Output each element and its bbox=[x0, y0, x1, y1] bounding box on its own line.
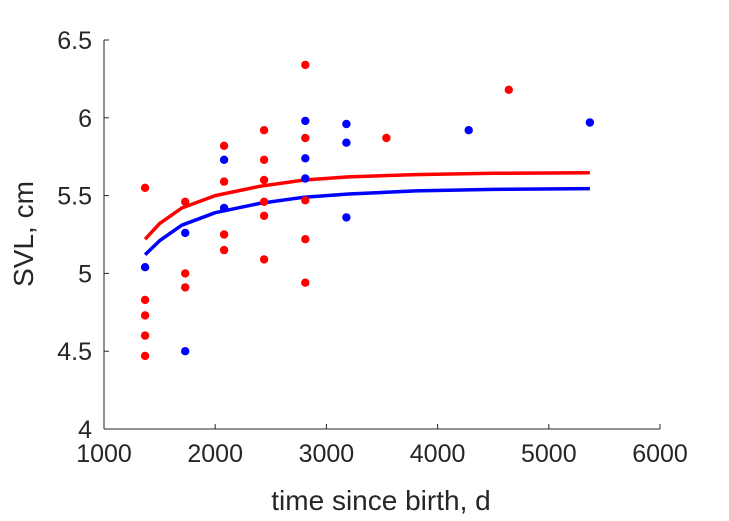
data-point-red bbox=[259, 255, 269, 264]
data-point-red bbox=[301, 196, 310, 205]
x-axis-label: time since birth, d bbox=[271, 485, 490, 516]
data-point-red bbox=[259, 155, 269, 164]
data-point-red bbox=[140, 311, 150, 320]
y-tick-label: 6.5 bbox=[57, 27, 92, 55]
x-tick-label: 3000 bbox=[299, 440, 355, 468]
x-tick-label: 5000 bbox=[521, 440, 577, 468]
y-tick-label: 4 bbox=[78, 416, 92, 444]
fit-curve-blue bbox=[143, 186, 590, 256]
data-point-red bbox=[219, 245, 229, 255]
data-point-red bbox=[219, 177, 229, 186]
data-point-red bbox=[259, 211, 269, 220]
data-point-red bbox=[140, 331, 150, 340]
data-point-blue bbox=[301, 174, 310, 183]
data-point-red bbox=[140, 295, 150, 305]
y-tick-label: 4.5 bbox=[57, 338, 92, 366]
data-point-red bbox=[259, 126, 269, 135]
data-point-red bbox=[259, 175, 269, 185]
data-point-red bbox=[140, 351, 150, 361]
data-point-red bbox=[181, 269, 190, 278]
data-point-red bbox=[259, 197, 269, 206]
data-point-red bbox=[301, 278, 310, 287]
data-point-blue bbox=[301, 116, 310, 126]
y-axis-label: SVL, cm bbox=[8, 181, 39, 287]
data-point-red bbox=[301, 133, 310, 143]
data-point-blue bbox=[181, 228, 190, 238]
data-point-blue bbox=[140, 263, 150, 272]
fit-curve-red bbox=[143, 170, 590, 241]
data-point-blue bbox=[219, 155, 229, 164]
x-tick-label: 1000 bbox=[76, 440, 132, 468]
fit-curves bbox=[143, 170, 590, 256]
x-tick-label: 6000 bbox=[632, 440, 688, 468]
data-point-red bbox=[181, 197, 190, 206]
axes: 1000 2000 3000 4000 5000 6000 4 4.5 5 5.5 6 6.5 bbox=[57, 27, 688, 468]
data-point-red bbox=[219, 230, 229, 239]
data-point-red bbox=[301, 60, 310, 70]
data-point-red bbox=[219, 141, 229, 150]
data-point-blue bbox=[585, 118, 595, 127]
data-point-blue bbox=[219, 203, 229, 213]
y-tick-label: 5.5 bbox=[57, 183, 92, 211]
data-point-red bbox=[301, 235, 310, 244]
data-point-red bbox=[382, 133, 391, 143]
data-point-blue bbox=[342, 138, 351, 147]
data-point-red bbox=[181, 283, 190, 292]
data-point-red bbox=[504, 85, 513, 95]
y-tick-label: 5 bbox=[78, 260, 92, 288]
data-point-red bbox=[140, 183, 150, 192]
y-tick-label: 6 bbox=[78, 105, 92, 133]
data-point-blue bbox=[342, 213, 351, 222]
data-point-blue bbox=[181, 347, 190, 356]
data-point-blue bbox=[301, 154, 310, 163]
x-tick-label: 2000 bbox=[187, 440, 243, 468]
data-point-blue bbox=[342, 119, 351, 129]
x-tick-label: 4000 bbox=[410, 440, 466, 468]
data-points bbox=[140, 60, 595, 361]
data-point-blue bbox=[464, 126, 473, 135]
